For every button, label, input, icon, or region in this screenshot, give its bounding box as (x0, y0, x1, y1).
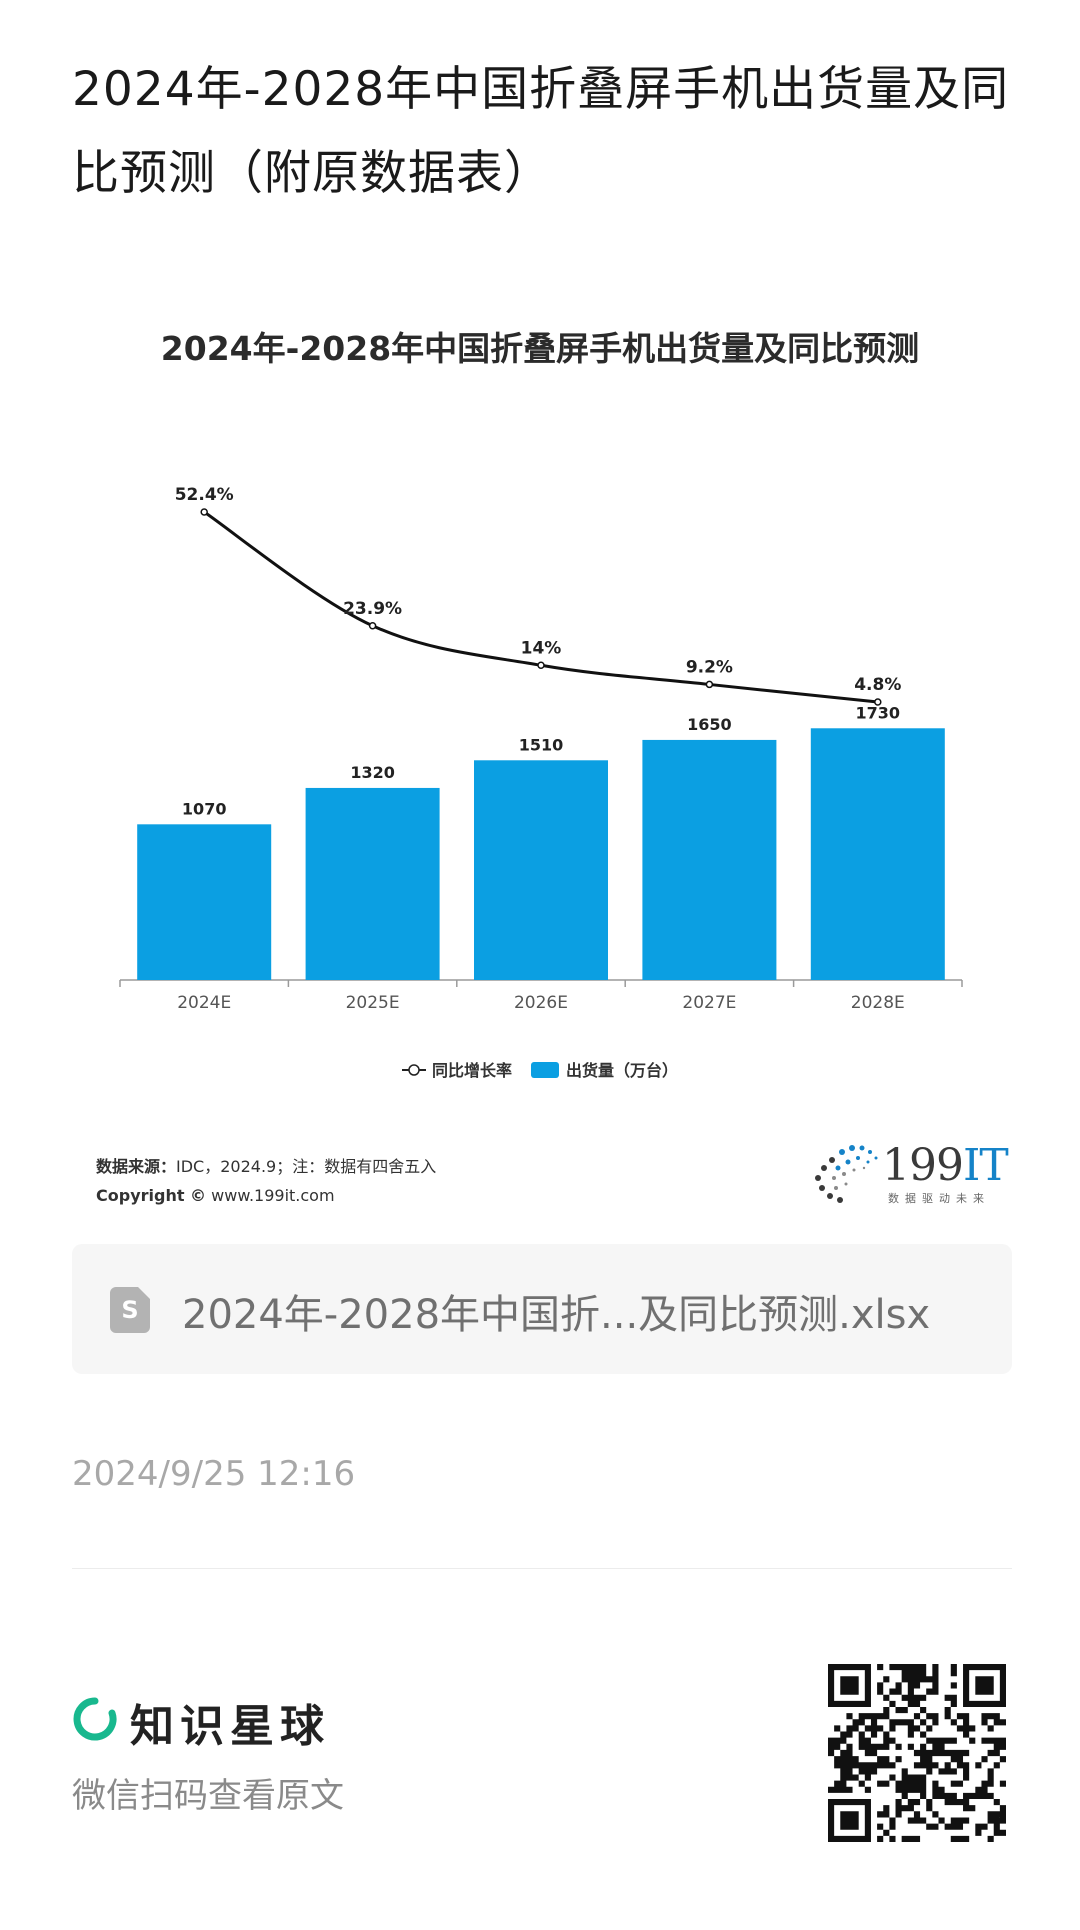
attachment-file-name[interactable]: 2024年-2028年中国折...及同比预测.xlsx (182, 1292, 931, 1338)
brand-logo: 199IT 数据驱动未来 (808, 1138, 1009, 1210)
growth-rate-point (368, 622, 377, 630)
x-tick-label: 2028E (851, 993, 905, 1013)
x-tick-label: 2024E (177, 993, 231, 1013)
qr-code-icon[interactable] (828, 1664, 1006, 1842)
spreadsheet-file-icon: S (110, 1287, 150, 1333)
attachment-file-card[interactable]: S 2024年-2028年中国折...及同比预测.xlsx (72, 1244, 1012, 1374)
bar-value-label: 1070 (182, 799, 227, 818)
growth-rate-point (200, 508, 208, 516)
bar-value-label: 1730 (856, 703, 901, 722)
source-text: IDC，2024.9；注：数据有四舍五入 (176, 1157, 437, 1176)
bar (810, 728, 945, 980)
x-tick-label: 2026E (514, 993, 568, 1013)
brand-name: 199IT (882, 1140, 1009, 1191)
copyright-label: Copyright © (96, 1186, 207, 1205)
growth-rate-label: 52.4% (175, 485, 234, 505)
source-url: www.199it.com (211, 1186, 335, 1205)
legend-item-shipments: 出货量（万台） (566, 1061, 678, 1080)
legend-bar-swatch (531, 1062, 559, 1078)
growth-rate-point (537, 661, 545, 670)
brand-tagline: 数据驱动未来 (888, 1192, 990, 1205)
chart-title: 2024年-2028年中国折叠屏手机出货量及同比预测 (160, 329, 920, 368)
bar-value-label: 1650 (687, 715, 732, 734)
source-label: 数据来源： (96, 1157, 177, 1176)
growth-rate-label: 9.2% (686, 657, 733, 677)
brand-dots-icon (815, 1145, 878, 1203)
growth-rate-line (203, 510, 878, 704)
growth-rate-label: 14% (521, 638, 562, 658)
growth-rate-label: 23.9% (343, 599, 402, 619)
post-timestamp: 2024/9/25 12:16 (72, 1454, 356, 1494)
scan-hint: 微信扫码查看原文 (72, 1776, 344, 1816)
legend-item-growth-rate: 同比增长率 (432, 1061, 512, 1080)
growth-rate-label: 4.8% (854, 675, 901, 695)
x-tick-label: 2025E (346, 993, 400, 1013)
bar (474, 760, 608, 980)
divider (72, 1568, 1012, 1569)
zsxq-logo-icon (73, 1697, 117, 1741)
growth-rate-point (705, 680, 714, 689)
bar (642, 739, 777, 980)
chart-card: 1070 2024E 1320 2025E 1510 2026E 1650 2027E 1730… (72, 300, 1009, 1210)
bar-value-label: 1510 (519, 735, 564, 754)
page-title: 2024年-2028年中国折叠屏手机出货量及同比预测（附原数据表） (72, 62, 1010, 201)
source-note: 数据来源：IDC，2024.9；注：数据有四舍五入 Copyright © ww… (96, 1152, 436, 1210)
bar (305, 787, 440, 980)
chart: 1070 2024E 1320 2025E 1510 2026E 1650 2027E 1730… (119, 485, 963, 1080)
bar (137, 824, 272, 980)
x-tick-label: 2027E (682, 993, 736, 1013)
app-name: 知识星球 (130, 1701, 330, 1752)
bar-value-label: 1320 (350, 763, 395, 782)
growth-rate-point (874, 698, 882, 706)
legend-line-marker (408, 1064, 420, 1076)
